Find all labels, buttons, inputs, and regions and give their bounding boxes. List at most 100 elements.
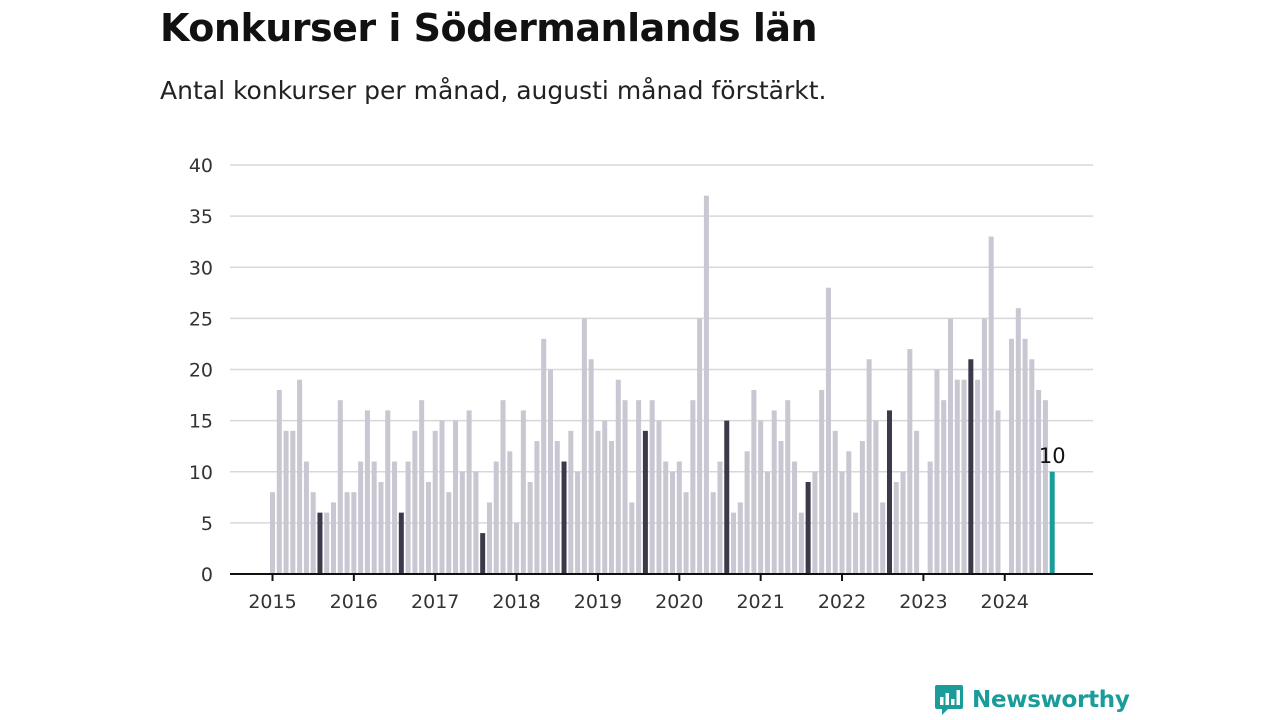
bar — [1022, 338, 1028, 574]
bar — [486, 502, 492, 574]
bar — [337, 400, 343, 574]
bar — [710, 492, 716, 574]
bar — [541, 338, 547, 574]
bar — [609, 441, 614, 574]
y-tick-label: 25 — [189, 308, 213, 330]
bar — [731, 512, 737, 574]
bar — [1036, 389, 1042, 574]
bar — [853, 512, 859, 574]
bar — [744, 451, 750, 574]
x-axis-ticks: 2015 2016 2017 2018 2019 2020 2021 2022 2023 2024 — [248, 574, 1029, 613]
bar — [581, 318, 587, 575]
current-value-label: 10 — [1039, 444, 1066, 468]
bar — [568, 430, 574, 574]
bar — [954, 379, 960, 574]
bar — [663, 461, 669, 574]
bar-chart: 0 5 10 15 20 25 30 35 40 2015 2016 2017 2018 2019 202… — [189, 155, 1093, 613]
bar — [636, 400, 642, 574]
bar — [547, 369, 553, 574]
bar — [364, 410, 370, 574]
bar — [798, 512, 804, 574]
bar — [880, 502, 886, 574]
bar — [1009, 338, 1015, 574]
bar — [819, 389, 825, 574]
bar — [432, 430, 438, 574]
bar — [676, 461, 682, 574]
bar — [385, 410, 391, 574]
bar — [459, 471, 465, 574]
bar — [629, 502, 635, 574]
bar — [507, 451, 513, 574]
logo-text: Newsworthy — [972, 687, 1130, 713]
bar — [283, 430, 289, 574]
bar — [378, 481, 384, 574]
bar — [588, 359, 594, 574]
bar — [324, 512, 330, 574]
bar — [751, 389, 757, 574]
bar — [466, 410, 472, 574]
x-tick-label: 2016 — [330, 591, 378, 613]
bar — [968, 359, 974, 574]
bar — [527, 481, 533, 574]
bar — [771, 410, 777, 574]
bar — [961, 379, 967, 574]
annotations: 10 — [1039, 444, 1066, 468]
newsworthy-logo: Newsworthy — [934, 684, 1130, 716]
bar — [825, 287, 831, 574]
bar — [948, 318, 953, 575]
bar — [270, 492, 275, 574]
bar — [846, 451, 852, 574]
bar — [988, 236, 994, 574]
y-tick-label: 10 — [189, 462, 213, 484]
bar — [981, 318, 987, 575]
bar — [371, 461, 377, 574]
bar — [473, 471, 479, 574]
bar — [866, 359, 872, 574]
newsworthy-chart-bubble-icon — [935, 685, 963, 715]
chart-subtitle: Antal konkurser per månad, augusti månad… — [160, 76, 827, 105]
bar — [615, 379, 621, 574]
bar — [907, 349, 913, 574]
bar — [398, 512, 404, 574]
bar — [934, 369, 940, 574]
y-tick-label: 20 — [189, 360, 213, 382]
bar — [941, 400, 947, 574]
bar — [737, 502, 743, 574]
chart-title: Konkurser i Södermanlands län — [160, 6, 818, 50]
bar — [792, 461, 798, 574]
bar — [534, 441, 540, 574]
y-axis-ticks: 0 5 10 15 20 25 30 35 40 — [189, 155, 213, 586]
bar — [724, 420, 730, 575]
bar — [351, 492, 357, 574]
bars — [270, 195, 1055, 575]
x-tick-label: 2015 — [248, 591, 296, 613]
y-tick-label: 35 — [189, 206, 213, 228]
bar — [446, 492, 452, 574]
bar — [764, 471, 770, 574]
bar — [1015, 308, 1021, 574]
bar — [412, 430, 418, 574]
bar — [500, 400, 506, 574]
bar — [886, 410, 892, 574]
bar — [859, 441, 865, 574]
bar — [893, 481, 899, 574]
bar — [297, 379, 303, 574]
bar — [995, 410, 1001, 574]
bar — [778, 441, 784, 574]
bar — [453, 420, 459, 575]
bar — [812, 471, 818, 574]
bar — [493, 461, 499, 574]
bar — [656, 420, 662, 575]
x-tick-label: 2017 — [411, 591, 459, 613]
bar — [622, 400, 628, 574]
bar — [520, 410, 526, 574]
bar — [717, 461, 723, 574]
bar — [703, 195, 709, 575]
bar — [425, 481, 431, 574]
bar — [595, 430, 601, 574]
bar — [561, 461, 567, 574]
y-tick-label: 40 — [189, 155, 213, 177]
bar — [480, 533, 486, 574]
bar — [914, 430, 920, 574]
y-tick-label: 0 — [201, 564, 213, 586]
